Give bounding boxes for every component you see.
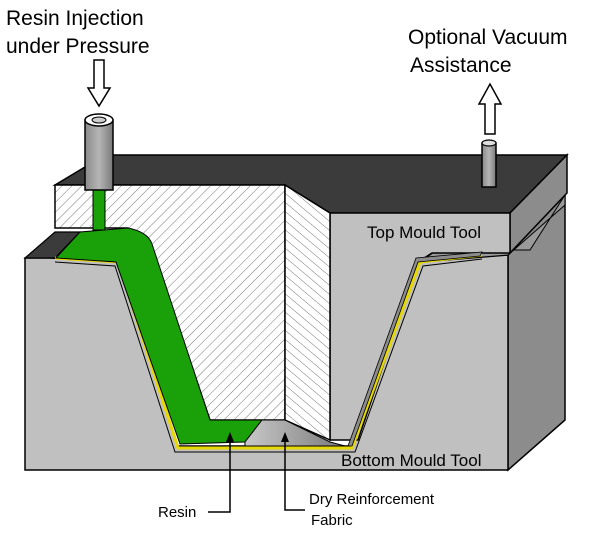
arrow-down-icon (86, 59, 112, 108)
dry-fabric (244, 419, 346, 447)
resin-injection-label-line2: under Pressure (6, 35, 150, 58)
fabric-callout-line (284, 438, 305, 511)
arrow-up-icon (477, 82, 503, 135)
bottom-tool-label: Bottom Mould Tool (341, 451, 481, 470)
bottom-mould-tool (23, 193, 566, 472)
resin-feed-channel (92, 189, 106, 231)
fabric-callout-arrowhead (281, 432, 289, 442)
top-mould-section-step (284, 183, 331, 442)
fabric-label-line1: Dry Reinforcement (309, 491, 435, 508)
vacuum-label-line1: Optional Vacuum (408, 26, 568, 49)
right-wall-fabric (347, 251, 483, 447)
resin-callout-line (208, 438, 231, 513)
cavity-lining-outline (54, 258, 483, 453)
top-tool-label: Top Mould Tool (367, 223, 481, 242)
fabric-label-line2: Fabric (311, 512, 353, 529)
pipe-icon (481, 139, 497, 188)
resin-label: Resin (158, 504, 196, 521)
vacuum-label-line2: Assistance (410, 54, 512, 77)
resin-callout-arrowhead (226, 432, 234, 442)
pipe-icon (84, 113, 114, 191)
resin-injection-label-line1: Resin Injection (6, 7, 144, 30)
